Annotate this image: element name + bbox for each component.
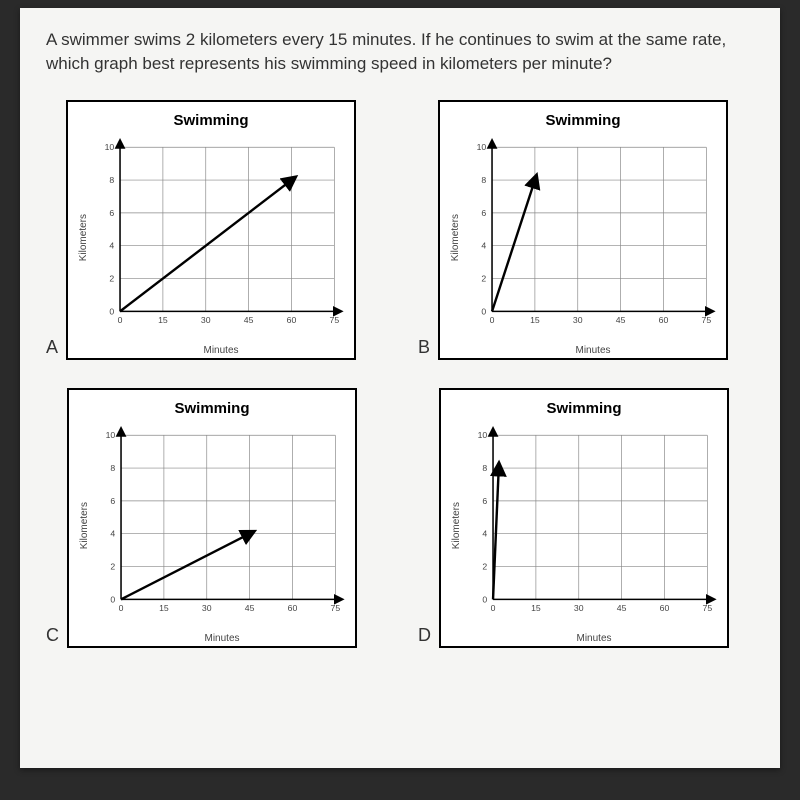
- choice-letter: D: [418, 625, 431, 648]
- plot-area: Kilometers 0 15 30 45 60 75 0 2 4 6 8 10: [450, 133, 716, 343]
- svg-text:4: 4: [481, 240, 486, 250]
- svg-text:30: 30: [201, 315, 211, 325]
- svg-text:75: 75: [330, 315, 340, 325]
- svg-text:0: 0: [491, 603, 496, 613]
- y-axis-label: Kilometers: [451, 502, 462, 549]
- choice-grid: A Swimming Kilometers 015304560750246810…: [46, 100, 754, 648]
- plot-area: Kilometers 0 15 30 45 60 75 0 2 4 6 8 10: [451, 421, 717, 631]
- svg-text:60: 60: [287, 315, 297, 325]
- chart-panel: Swimming Kilometers 0 15 30 45 60 75 0 2 4 6 8 10 M…: [439, 388, 729, 648]
- svg-text:60: 60: [288, 603, 298, 613]
- svg-text:0: 0: [482, 594, 487, 604]
- svg-text:6: 6: [109, 207, 114, 217]
- svg-text:15: 15: [159, 603, 169, 613]
- choice-A[interactable]: A Swimming Kilometers 0 15 30 45 60 75 0 2 4 6 8 10…: [46, 100, 382, 360]
- chart-title: Swimming: [78, 112, 344, 129]
- chart-panel: Swimming Kilometers 0 15 30 45 60 75 0 2 4 6 8 10 M…: [67, 388, 357, 648]
- chart-panel: Swimming Kilometers 0 15 30 45 60 75 0 2 4 6 8 10 M…: [66, 100, 356, 360]
- x-axis-label: Minutes: [471, 633, 717, 644]
- svg-text:45: 45: [617, 603, 627, 613]
- plot-area: Kilometers 0 15 30 45 60 75 0 2 4 6 8 10: [79, 421, 345, 631]
- chart-plot: 0 15 30 45 60 75 0 2 4 6 8 10: [93, 133, 344, 343]
- svg-text:4: 4: [482, 528, 487, 538]
- svg-text:0: 0: [119, 603, 124, 613]
- y-axis-label: Kilometers: [78, 214, 89, 261]
- chart-title: Swimming: [450, 112, 716, 129]
- choice-letter: C: [46, 625, 59, 648]
- svg-text:30: 30: [202, 603, 212, 613]
- x-axis-label: Minutes: [470, 345, 716, 356]
- chart-title: Swimming: [79, 400, 345, 417]
- choice-letter: B: [418, 337, 430, 360]
- svg-text:8: 8: [482, 463, 487, 473]
- svg-text:4: 4: [109, 240, 114, 250]
- svg-text:10: 10: [106, 430, 116, 440]
- chart-plot: 0 15 30 45 60 75 0 2 4 6 8 10: [465, 133, 716, 343]
- svg-text:10: 10: [477, 142, 487, 152]
- svg-text:15: 15: [530, 315, 540, 325]
- svg-text:15: 15: [531, 603, 541, 613]
- svg-text:0: 0: [109, 306, 114, 316]
- x-axis-label: Minutes: [98, 345, 344, 356]
- svg-text:75: 75: [703, 603, 713, 613]
- svg-text:10: 10: [105, 142, 115, 152]
- svg-text:8: 8: [110, 463, 115, 473]
- plot-area: Kilometers 0 15 30 45 60 75 0 2 4 6 8 10: [78, 133, 344, 343]
- chart-plot: 0 15 30 45 60 75 0 2 4 6 8 10: [94, 421, 345, 631]
- svg-text:45: 45: [616, 315, 626, 325]
- svg-text:45: 45: [245, 603, 255, 613]
- svg-text:6: 6: [481, 207, 486, 217]
- worksheet: A swimmer swims 2 kilometers every 15 mi…: [20, 8, 780, 768]
- chart-title: Swimming: [451, 400, 717, 417]
- svg-text:8: 8: [481, 175, 486, 185]
- choice-C[interactable]: C Swimming Kilometers 0 15 30 45 60 75 0 2 4 6 8 10…: [46, 388, 382, 648]
- question-text: A swimmer swims 2 kilometers every 15 mi…: [46, 28, 754, 76]
- svg-text:0: 0: [490, 315, 495, 325]
- svg-text:4: 4: [110, 528, 115, 538]
- svg-text:75: 75: [331, 603, 341, 613]
- svg-text:2: 2: [109, 273, 114, 283]
- svg-text:2: 2: [481, 273, 486, 283]
- svg-text:6: 6: [110, 495, 115, 505]
- svg-text:0: 0: [110, 594, 115, 604]
- svg-text:60: 60: [659, 315, 669, 325]
- svg-text:15: 15: [158, 315, 168, 325]
- svg-text:2: 2: [110, 561, 115, 571]
- svg-text:0: 0: [481, 306, 486, 316]
- choice-letter: A: [46, 337, 58, 360]
- svg-text:45: 45: [244, 315, 254, 325]
- y-axis-label: Kilometers: [79, 502, 90, 549]
- chart-plot: 0 15 30 45 60 75 0 2 4 6 8 10: [466, 421, 717, 631]
- choice-B[interactable]: B Swimming Kilometers 0 15 30 45 60 75 0 2 4 6 8 10…: [418, 100, 754, 360]
- svg-text:75: 75: [702, 315, 712, 325]
- x-axis-label: Minutes: [99, 633, 345, 644]
- chart-panel: Swimming Kilometers 0 15 30 45 60 75 0 2 4 6 8 10 M…: [438, 100, 728, 360]
- svg-text:6: 6: [482, 495, 487, 505]
- svg-text:0: 0: [118, 315, 123, 325]
- svg-text:30: 30: [573, 315, 583, 325]
- y-axis-label: Kilometers: [450, 214, 461, 261]
- choice-D[interactable]: D Swimming Kilometers 0 15 30 45 60 75 0 2 4 6 8 10…: [418, 388, 754, 648]
- svg-text:10: 10: [478, 430, 488, 440]
- svg-text:60: 60: [660, 603, 670, 613]
- svg-text:2: 2: [482, 561, 487, 571]
- svg-text:8: 8: [109, 175, 114, 185]
- svg-text:30: 30: [574, 603, 584, 613]
